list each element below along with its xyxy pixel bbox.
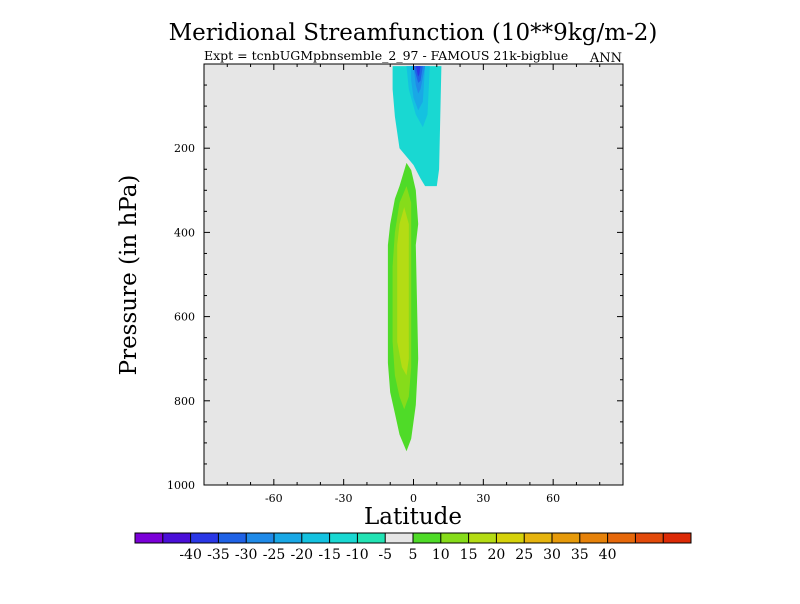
colorbar-frame [134,532,692,544]
colorbar-label: 5 [409,547,418,563]
y-tick-label: 400 [174,226,195,239]
colorbar-swatch [524,533,553,543]
colorbar-label: 20 [487,547,505,563]
colorbar-label: 35 [571,547,589,563]
colorbar-swatch [329,533,358,543]
contour-level-neg10 [392,66,442,187]
colorbar-swatch [468,533,497,543]
y-axis-label: Pressure (in hPa) [116,175,142,376]
colorbar-label: -40 [179,547,202,563]
colorbar-swatch [635,533,664,543]
x-tick-label: 60 [546,492,560,505]
colorbar-label: 15 [460,547,478,563]
axes: -60 -30 0 30 60 200 400 600 800 1000 [167,64,623,505]
x-tick-label: 0 [410,492,417,505]
x-tick-label: -60 [265,492,283,505]
chart-title: Meridional Streamfunction (10**9kg/m-2) [169,20,658,46]
colorbar-swatch [607,533,636,543]
y-tick-label: 800 [174,395,195,408]
colorbar-swatch [301,533,330,543]
colorbar-label: -25 [263,547,286,563]
colorbar-swatch [218,533,247,543]
y-tick-label: 200 [174,142,195,155]
chart-subtitle: Expt = tcnbUGMpbnsemble_2_97 - FAMOUS 21… [204,48,568,63]
colorbar-label: -10 [346,547,369,563]
colorbar-swatch [162,533,191,543]
contour-level-pos15 [397,207,409,376]
colorbar-label: -35 [207,547,230,563]
contour-level-neg35 [415,66,421,77]
colorbar-swatch [663,533,692,543]
y-tick-label: 600 [174,311,195,324]
colorbar-swatch [357,533,386,543]
colorbar-swatch [135,533,164,543]
colorbar-swatch [190,533,219,543]
colorbar-swatch [579,533,608,543]
colorbar-swatch [246,533,275,543]
colorbar-label: -5 [378,547,392,563]
colorbar-label: -20 [291,547,314,563]
colorbar-label: 10 [432,547,450,563]
colorbar-label: -15 [318,547,341,563]
colorbar-swatch [496,533,525,543]
colorbar-swatch [552,533,581,543]
x-axis-label: Latitude [364,504,462,530]
contour-fills [387,66,442,452]
y-tick-label: 1000 [167,479,195,492]
x-tick-label: -30 [335,492,353,505]
colorbar-swatch [385,533,414,543]
colorbar-swatch [440,533,469,543]
colorbar-label: 40 [599,547,617,563]
upper-negative-cell [392,66,442,187]
colorbar-label: -30 [235,547,258,563]
colorbar-label: 30 [543,547,561,563]
season-label: ANN [589,51,622,66]
x-tick-label: 30 [476,492,490,505]
colorbar-swatch [413,533,442,543]
lower-positive-cell [387,162,419,452]
colorbar-swatch [274,533,303,543]
colorbar: -40 -35 -30 -25 -20 -15 -10 -5 5 10 15 20 25 30 35 40 [134,532,692,563]
colorbar-label: 25 [515,547,533,563]
